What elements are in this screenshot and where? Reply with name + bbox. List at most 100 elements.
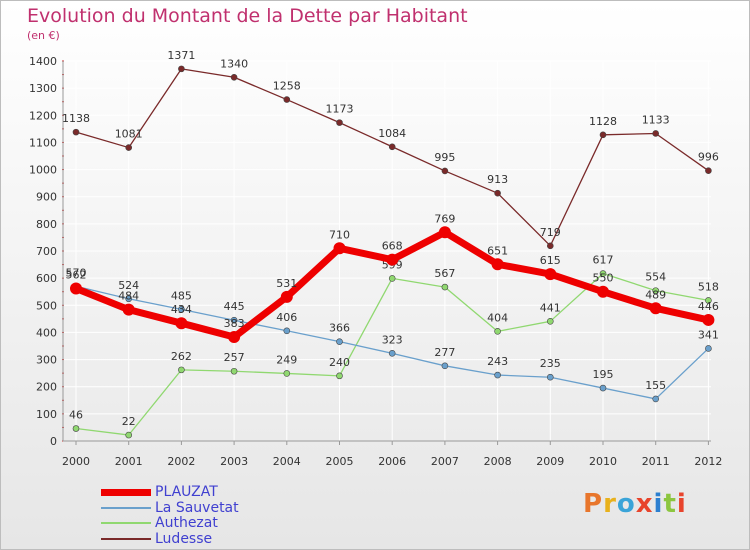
data-label-ludesse: 1084 xyxy=(378,127,406,140)
data-point-ludesse xyxy=(72,128,80,136)
x-tick-label: 2009 xyxy=(536,455,564,468)
data-label-ludesse: 1138 xyxy=(62,112,90,125)
data-point-ludesse xyxy=(705,167,712,174)
data-label-authezat: 257 xyxy=(224,351,245,364)
y-tick-label: 800 xyxy=(36,218,57,231)
legend-swatch-ludesse xyxy=(101,537,151,540)
data-label-authezat: 617 xyxy=(593,254,614,267)
x-tick-label: 2010 xyxy=(589,455,617,468)
data-label-plauzat: 446 xyxy=(698,300,719,313)
x-tick-label: 2011 xyxy=(642,455,670,468)
legend-label-authezat: Authezat xyxy=(155,515,218,531)
logo-letter: x xyxy=(635,489,654,519)
data-point-authezat xyxy=(705,297,712,304)
y-tick-label: 900 xyxy=(36,191,57,204)
data-point-plauzat xyxy=(175,317,188,330)
data-point-plauzat xyxy=(228,331,241,344)
data-label-la-sauvetat: 235 xyxy=(540,357,561,370)
chart-subtitle: (en €) xyxy=(27,29,60,42)
data-point-authezat xyxy=(599,270,607,277)
data-point-la-sauvetat xyxy=(336,338,343,345)
x-tick-label: 2002 xyxy=(167,455,195,468)
data-label-authezat: 554 xyxy=(645,271,666,284)
data-point-plauzat xyxy=(122,303,135,316)
data-label-plauzat: 710 xyxy=(329,228,350,241)
y-tick-label: 1300 xyxy=(29,82,57,95)
data-label-la-sauvetat: 341 xyxy=(698,328,719,341)
data-point-la-sauvetat xyxy=(125,295,132,303)
data-label-ludesse: 719 xyxy=(540,226,561,239)
data-point-plauzat xyxy=(649,302,662,315)
data-label-ludesse: 913 xyxy=(487,173,508,186)
data-label-la-sauvetat: 406 xyxy=(276,311,297,324)
y-tick-label: 600 xyxy=(36,272,57,285)
x-tick-label: 2006 xyxy=(378,455,406,468)
data-point-ludesse xyxy=(441,167,449,175)
data-label-plauzat: 383 xyxy=(224,317,245,330)
data-point-ludesse xyxy=(388,143,396,151)
data-label-authezat: 567 xyxy=(434,267,455,280)
x-tick-label: 2008 xyxy=(484,455,512,468)
data-label-la-sauvetat: 277 xyxy=(434,346,455,359)
data-point-authezat xyxy=(494,328,501,335)
x-tick-label: 2005 xyxy=(326,455,354,468)
data-label-ludesse: 1133 xyxy=(642,113,670,126)
x-tick-label: 2001 xyxy=(115,455,143,468)
data-point-la-sauvetat xyxy=(178,306,185,313)
data-label-authezat: 262 xyxy=(171,350,192,363)
data-label-authezat: 240 xyxy=(329,356,350,369)
data-point-authezat xyxy=(178,366,185,374)
y-tick-label: 700 xyxy=(36,245,57,258)
data-label-ludesse: 1340 xyxy=(220,57,248,70)
data-label-ludesse: 1258 xyxy=(273,80,301,93)
data-point-authezat xyxy=(441,283,449,291)
data-label-plauzat: 651 xyxy=(487,244,508,257)
y-tick-label: 400 xyxy=(36,326,57,339)
data-point-ludesse xyxy=(652,130,660,137)
data-label-ludesse: 1128 xyxy=(589,115,617,128)
logo-letter: o xyxy=(616,489,636,519)
data-label-authezat: 249 xyxy=(276,353,297,366)
data-point-ludesse xyxy=(178,65,185,73)
legend-label-ludesse: Ludesse xyxy=(155,530,213,547)
data-label-plauzat: 484 xyxy=(118,290,139,303)
data-point-ludesse xyxy=(494,189,501,197)
data-label-plauzat: 489 xyxy=(645,288,666,301)
data-point-authezat xyxy=(125,431,132,439)
data-point-la-sauvetat xyxy=(441,362,449,370)
data-label-la-sauvetat: 243 xyxy=(487,355,508,368)
data-point-plauzat xyxy=(544,268,557,281)
data-label-ludesse: 1081 xyxy=(115,128,143,141)
legend-label-la-sauvetat: La Sauvetat xyxy=(155,499,239,516)
data-point-authezat xyxy=(652,287,660,294)
data-label-ludesse: 996 xyxy=(698,151,719,164)
data-point-la-sauvetat xyxy=(652,395,660,403)
data-point-ludesse xyxy=(125,144,132,151)
legend-label-plauzat: PLAUZAT xyxy=(155,484,218,500)
x-tick-label: 2003 xyxy=(220,455,248,468)
data-label-authezat: 441 xyxy=(540,301,561,314)
data-label-plauzat: 668 xyxy=(382,240,403,253)
logo-letter: r xyxy=(603,489,617,519)
data-label-la-sauvetat: 195 xyxy=(593,368,614,381)
data-label-la-sauvetat: 366 xyxy=(329,322,350,335)
data-point-plauzat xyxy=(438,226,451,239)
data-label-la-sauvetat: 155 xyxy=(645,379,666,392)
data-label-plauzat: 531 xyxy=(276,277,297,290)
data-label-authezat: 22 xyxy=(122,415,136,428)
y-tick-label: 500 xyxy=(36,299,57,312)
data-point-ludesse xyxy=(546,242,554,250)
data-point-plauzat xyxy=(70,282,82,295)
data-point-la-sauvetat xyxy=(230,316,238,324)
data-label-la-sauvetat: 323 xyxy=(382,333,403,346)
data-point-la-sauvetat xyxy=(494,371,501,379)
data-point-ludesse xyxy=(599,131,607,139)
data-point-la-sauvetat xyxy=(599,384,607,392)
data-point-authezat xyxy=(72,425,80,432)
logo-letter: i xyxy=(653,489,664,519)
data-label-la-sauvetat: 485 xyxy=(171,289,192,302)
data-label-ludesse: 995 xyxy=(434,151,455,164)
data-point-authezat xyxy=(230,367,238,375)
data-label-authezat: 46 xyxy=(69,409,83,422)
